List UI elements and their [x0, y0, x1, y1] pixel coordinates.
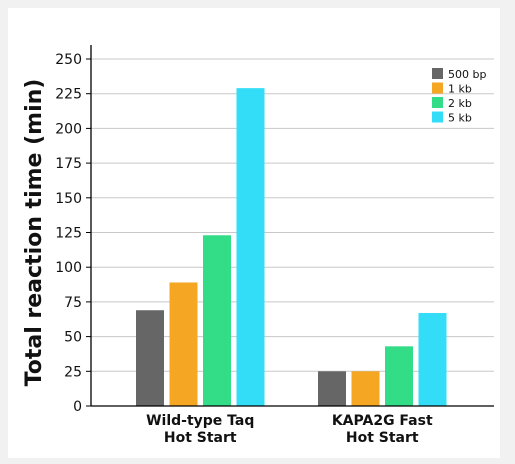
y-tick-label: 250: [55, 52, 82, 68]
y-tick-label: 225: [55, 87, 82, 103]
x-tick-label: Wild-type Taq: [146, 413, 254, 429]
legend-swatch: [432, 68, 443, 79]
axes: [90, 45, 494, 407]
axis-labels: 0 25 50 75 100 125 150 175 200 225 250 Wild-type Ta…: [22, 52, 433, 446]
y-tick-label: 0: [73, 399, 82, 415]
x-tick-label: Hot Start: [164, 430, 237, 446]
y-tick-label: 100: [55, 260, 82, 276]
bar: [169, 282, 198, 406]
legend-swatch: [432, 97, 443, 108]
y-tick-label: 200: [55, 121, 82, 137]
y-tick-label: 50: [64, 330, 82, 346]
legend-label: 2 kb: [448, 97, 472, 110]
bar: [318, 371, 346, 406]
bar: [136, 310, 164, 406]
legend: 500 bp 1 kb2 kb 5 kb: [432, 68, 486, 125]
legend-label: 5 kb: [448, 112, 472, 125]
y-tick-label: 175: [55, 156, 82, 172]
bar: [385, 346, 413, 406]
x-tick-label: Hot Start: [346, 430, 419, 446]
y-tick-label: 150: [55, 191, 82, 207]
x-tick-label: KAPA2G Fast: [332, 413, 433, 429]
y-axis-title: Total reaction time (min): [22, 79, 47, 387]
chart-card: 0 25 50 75 100 125 150 175 200 225 250 Wild-type Ta…: [8, 8, 500, 458]
bar: [418, 313, 447, 406]
bars: [136, 88, 447, 406]
bar-chart: 0 25 50 75 100 125 150 175 200 225 250 Wild-type Ta…: [22, 45, 494, 446]
y-tick-label: 125: [55, 226, 82, 242]
legend-label: 1 kb: [448, 83, 472, 96]
bar: [203, 235, 231, 406]
bar: [351, 371, 380, 406]
legend-swatch: [432, 82, 443, 94]
y-tick-label: 75: [64, 295, 82, 311]
bar: [236, 88, 265, 406]
legend-swatch: [432, 111, 443, 123]
legend-label: 500 bp: [448, 68, 486, 81]
y-tick-label: 25: [64, 364, 82, 380]
